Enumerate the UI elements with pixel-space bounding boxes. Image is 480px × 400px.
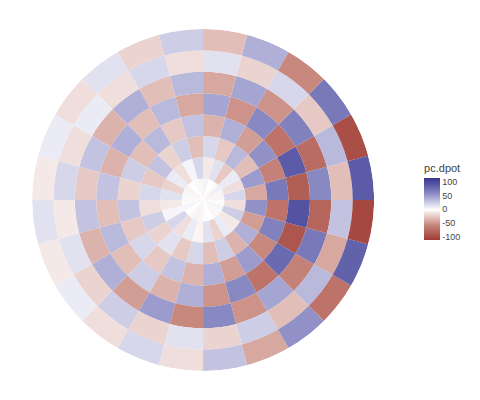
svg-text:-100: -100 bbox=[442, 232, 460, 242]
svg-text:50: 50 bbox=[442, 191, 452, 201]
svg-text:0: 0 bbox=[442, 204, 447, 214]
svg-text:pc.dpot: pc.dpot bbox=[424, 162, 460, 174]
svg-text:-50: -50 bbox=[442, 218, 455, 228]
svg-text:100: 100 bbox=[442, 177, 457, 187]
